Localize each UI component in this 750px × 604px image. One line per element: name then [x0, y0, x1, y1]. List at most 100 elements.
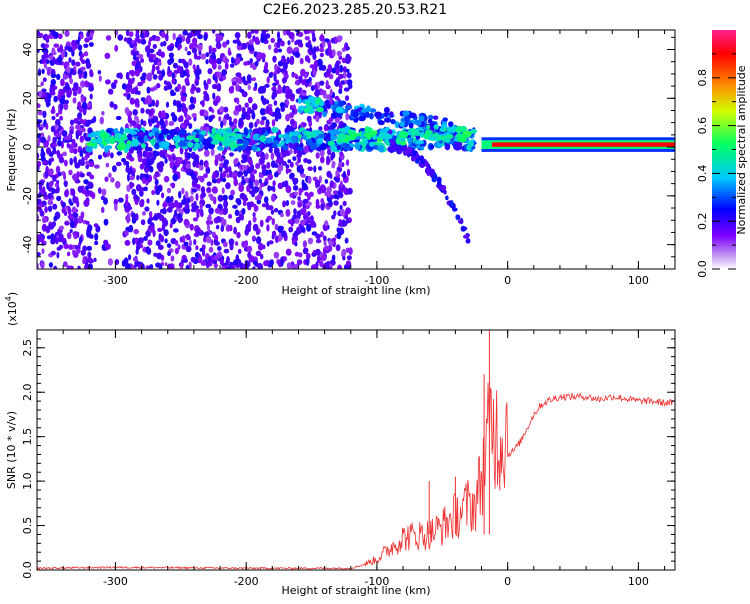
noise-speck — [85, 220, 90, 225]
noise-speck — [313, 165, 317, 173]
echo-speck — [316, 137, 324, 145]
noise-speck — [323, 125, 329, 132]
noise-speck — [251, 103, 258, 111]
noise-speck — [124, 230, 129, 236]
noise-speck — [234, 105, 240, 112]
noise-speck — [238, 184, 245, 192]
noise-speck — [165, 196, 172, 204]
noise-speck — [228, 166, 232, 174]
branch-speck — [426, 167, 430, 175]
echo-speck — [198, 134, 204, 143]
noise-speck — [78, 236, 83, 244]
branch-speck — [377, 120, 385, 126]
noise-speck — [292, 232, 299, 238]
noise-speck — [256, 230, 260, 235]
noise-speck — [342, 200, 347, 207]
noise-speck — [327, 148, 332, 156]
noise-speck — [228, 214, 233, 219]
noise-speck — [283, 61, 288, 70]
noise-speck — [145, 180, 149, 186]
noise-speck — [89, 69, 93, 77]
noise-speck — [248, 39, 254, 45]
noise-speck — [247, 31, 252, 39]
noise-speck — [235, 241, 239, 246]
noise-speck — [315, 115, 320, 123]
branch-speck — [461, 226, 468, 231]
noise-speck — [103, 239, 109, 245]
noise-speck — [170, 91, 177, 96]
cluster-speck — [400, 141, 407, 146]
noise-speck — [71, 244, 76, 249]
noise-speck — [40, 260, 45, 269]
noise-speck — [191, 173, 197, 181]
noise-speck — [129, 70, 133, 75]
noise-speck — [46, 69, 51, 76]
noise-speck — [130, 120, 137, 126]
noise-speck — [327, 64, 332, 72]
noise-speck — [72, 40, 76, 47]
noise-speck — [215, 224, 220, 230]
noise-speck — [37, 123, 41, 128]
noise-speck — [177, 217, 183, 224]
noise-speck — [292, 185, 299, 191]
noise-speck — [57, 140, 62, 147]
cluster-speck — [116, 143, 126, 151]
noise-speck — [211, 108, 215, 113]
noise-speck — [110, 177, 115, 183]
noise-speck — [217, 246, 222, 251]
noise-speck — [315, 248, 321, 256]
noise-speck — [249, 109, 255, 114]
noise-speck — [167, 263, 172, 269]
noise-speck — [186, 51, 192, 56]
noise-speck — [107, 258, 113, 266]
noise-speck — [140, 107, 145, 114]
noise-speck — [174, 200, 179, 205]
snr-frame — [36, 329, 676, 571]
noise-speck — [207, 68, 213, 75]
noise-speck — [117, 34, 124, 41]
noise-speck — [238, 121, 242, 127]
noise-speck — [217, 34, 224, 42]
noise-speck — [297, 31, 304, 37]
noise-speck — [72, 148, 78, 155]
noise-speck — [136, 118, 140, 125]
echo-speck — [201, 130, 207, 135]
noise-speck — [58, 225, 64, 231]
noise-speck — [297, 157, 301, 164]
noise-speck — [319, 34, 325, 42]
noise-speck — [305, 257, 310, 266]
noise-speck — [293, 108, 298, 115]
echo-speck — [154, 131, 160, 140]
noise-speck — [250, 174, 255, 182]
noise-speck — [244, 102, 249, 108]
noise-speck — [203, 33, 208, 41]
noise-speck — [237, 171, 242, 178]
noise-speck — [223, 248, 230, 254]
noise-speck — [274, 64, 278, 71]
noise-speck — [47, 93, 52, 99]
noise-speck — [333, 200, 339, 206]
noise-speck — [248, 220, 252, 228]
noise-speck — [199, 203, 203, 210]
echo-speck — [178, 129, 187, 135]
noise-speck — [293, 149, 298, 155]
noise-speck — [161, 192, 165, 199]
noise-speck — [103, 218, 109, 226]
noise-speck — [289, 148, 293, 155]
noise-speck — [208, 246, 214, 253]
noise-speck — [330, 37, 335, 44]
noise-speck — [321, 40, 326, 48]
noise-speck — [49, 157, 55, 163]
noise-speck — [99, 116, 105, 125]
noise-speck — [218, 116, 222, 122]
noise-speck — [121, 157, 126, 163]
noise-speck — [184, 46, 188, 52]
noise-speck — [100, 195, 106, 201]
noise-speck — [125, 263, 131, 269]
branch-speck — [425, 161, 429, 168]
noise-speck — [205, 52, 210, 58]
noise-speck — [334, 95, 340, 101]
noise-speck — [252, 266, 256, 269]
noise-speck — [214, 207, 221, 214]
noise-speck — [287, 159, 292, 164]
